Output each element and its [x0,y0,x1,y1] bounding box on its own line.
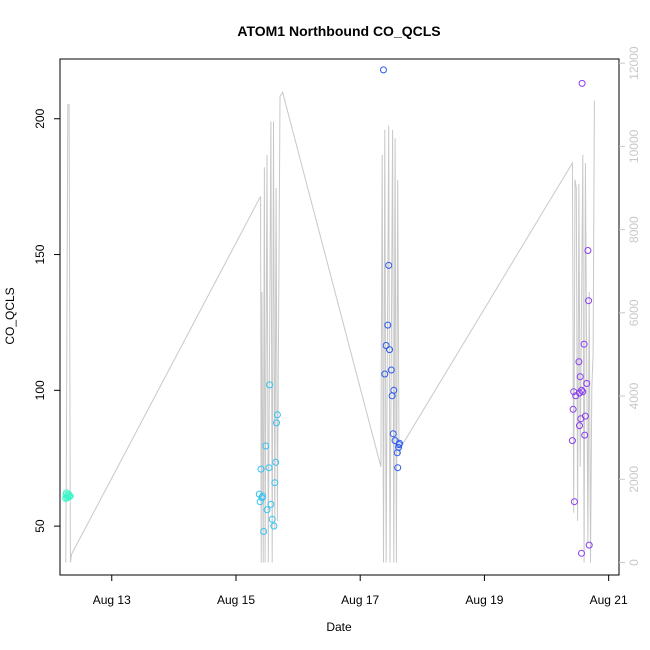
y-axis-label: CO_QCLS [3,287,17,344]
data-point [570,498,578,506]
data-point [585,541,593,549]
data-point [382,342,390,349]
plot-box [59,58,620,576]
y-tick-label: 50 [33,519,47,533]
axes: 50 100 150 200 Aug 13 Aug 15 Aug 17 Aug 19 Aug 2… [33,46,641,607]
data-point [273,419,280,427]
data-point [394,464,402,472]
data-point [263,506,271,514]
data-point [66,492,74,500]
data-point [259,492,267,500]
data-points [62,66,593,557]
data-point [585,297,593,305]
data-point [270,522,278,530]
data-point [576,373,584,381]
data-point [258,494,266,502]
x-tick-label: Aug 15 [217,593,255,607]
data-point [386,346,393,354]
data-point [580,340,588,348]
x-tick-label: Aug 19 [465,593,503,607]
data-point [578,549,585,557]
chart-title: ATOM1 Northbound CO_QCLS [237,23,440,39]
y-tick-label: 150 [33,244,47,264]
data-point [381,370,389,378]
x-axis-label: Date [326,620,352,634]
y2-tick-label: 8000 [627,216,641,243]
y2-tick-label: 12000 [627,46,641,80]
y2-tick-label: 6000 [627,299,641,326]
data-point [569,405,577,413]
data-point [272,458,280,466]
x-tick-label: Aug 21 [590,593,628,607]
data-point [575,358,583,366]
x-tick-label: Aug 13 [93,593,131,607]
data-point [579,388,587,396]
data-point [273,411,281,419]
data-point [584,247,592,254]
y-tick-label: 200 [33,108,47,128]
data-point [390,386,398,394]
data-point [578,79,586,87]
data-point [268,515,276,523]
data-point [395,443,403,451]
data-point [265,464,273,472]
data-point [267,500,275,508]
data-point [384,321,392,329]
secondary-series-line [65,91,595,563]
y2-tick-label: 4000 [627,382,641,409]
y2-tick-label: 2000 [627,466,641,493]
data-point [260,528,268,535]
data-point [262,442,270,450]
data-point [583,380,591,387]
y2-tick-label: 0 [627,559,641,566]
data-point [385,261,393,269]
data-point [581,412,589,420]
x-tick-label: Aug 17 [341,593,379,607]
data-point [389,430,397,438]
data-point [257,465,265,473]
data-point [271,479,279,487]
data-point [576,422,583,430]
data-point [396,439,403,447]
data-point [581,431,589,439]
data-point [380,66,387,74]
data-point [266,381,274,389]
data-point [578,386,585,394]
y-tick-label: 100 [33,380,47,400]
secondary-line-path [65,91,595,563]
y2-tick-label: 10000 [627,129,641,163]
data-point [387,366,395,374]
data-point [568,437,576,445]
data-point [256,498,264,506]
